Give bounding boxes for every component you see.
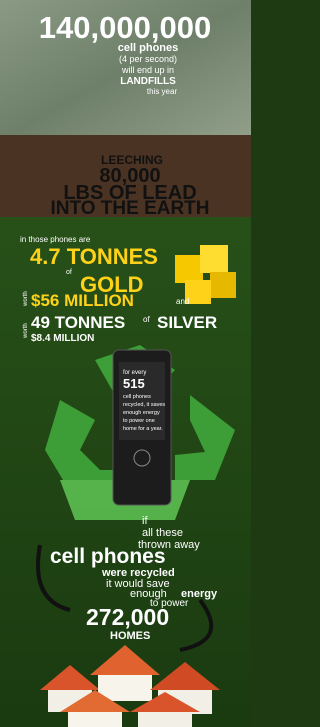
text: worth	[23, 291, 29, 307]
text: (4 per second)	[119, 54, 177, 64]
homes-count: 272,000	[86, 604, 169, 630]
silver: SILVER	[157, 313, 217, 332]
text: of	[66, 269, 72, 276]
silver-worth: $8.4 MILLION	[31, 333, 94, 344]
text: 515	[123, 376, 145, 391]
text: cell phones	[118, 42, 179, 54]
text: HOMES	[110, 630, 150, 642]
text: will end up in	[121, 65, 174, 75]
text: in those phones are	[20, 235, 91, 244]
text: cell phones	[50, 545, 166, 568]
text: if	[142, 515, 148, 527]
text: all these	[142, 527, 183, 539]
text: home for a year.	[123, 426, 163, 432]
text: of	[143, 315, 150, 324]
text: and	[176, 297, 189, 306]
text: enough energy	[123, 410, 160, 416]
text: this year	[147, 87, 178, 96]
text: LANDFILLS	[120, 76, 176, 87]
text: INTO THE EARTH	[50, 198, 209, 219]
infographic: 140,000,000 cell phones (4 per second) w…	[0, 0, 251, 727]
gold-worth: $56 MILLION	[31, 291, 134, 310]
text: to power one	[123, 418, 155, 424]
silver-amount: 49 TONNES	[31, 313, 125, 332]
gold-amount: 4.7 TONNES	[30, 244, 158, 269]
text: worth	[23, 323, 29, 339]
text: cell phones	[123, 394, 151, 400]
landfill-count: 140,000,000	[39, 10, 211, 45]
text: recycled, it saves	[123, 402, 165, 408]
